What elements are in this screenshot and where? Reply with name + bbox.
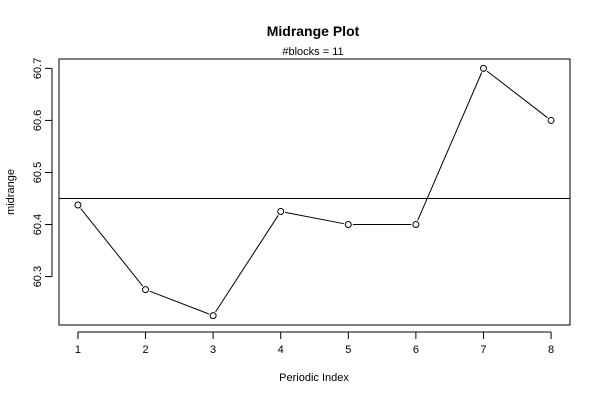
series-segment xyxy=(149,290,210,315)
series-segment xyxy=(80,208,144,287)
y-tick-label: 60.5 xyxy=(32,162,44,183)
x-tick-label: 2 xyxy=(142,344,148,356)
chart-subtitle: #blocks = 11 xyxy=(282,46,343,58)
x-tick-label: 7 xyxy=(480,344,486,356)
data-point xyxy=(142,286,150,294)
y-tick-label: 60.4 xyxy=(32,214,44,235)
series-segment xyxy=(215,215,279,313)
y-tick-label: 60.3 xyxy=(32,266,44,287)
y-tick-label: 60.7 xyxy=(32,58,44,79)
y-axis: 60.3 60.4 60.5 60.6 60.7 xyxy=(32,58,53,287)
x-tick-label: 6 xyxy=(413,344,419,356)
data-point xyxy=(412,221,420,229)
x-tick-label: 3 xyxy=(210,344,216,356)
data-point xyxy=(547,116,555,124)
chart-title: Midrange Plot xyxy=(267,23,360,39)
y-axis-label: midrange xyxy=(5,169,17,215)
x-tick-label: 4 xyxy=(278,344,284,356)
x-axis: 1 2 3 4 5 6 7 8 xyxy=(75,331,554,356)
series-segment xyxy=(486,70,548,119)
data-point xyxy=(209,312,217,320)
x-axis-label: Periodic Index xyxy=(279,372,349,384)
x-tick-label: 5 xyxy=(345,344,351,356)
data-point xyxy=(479,64,487,72)
data-point xyxy=(74,201,82,209)
plot-frame xyxy=(58,58,571,326)
x-tick-label: 1 xyxy=(75,344,81,356)
data-point xyxy=(344,221,352,229)
x-tick-label: 8 xyxy=(548,344,554,356)
series-segment xyxy=(417,72,483,221)
y-tick-label: 60.6 xyxy=(32,110,44,131)
series-segment xyxy=(285,211,344,225)
data-point xyxy=(277,208,285,216)
data-series xyxy=(74,64,555,320)
